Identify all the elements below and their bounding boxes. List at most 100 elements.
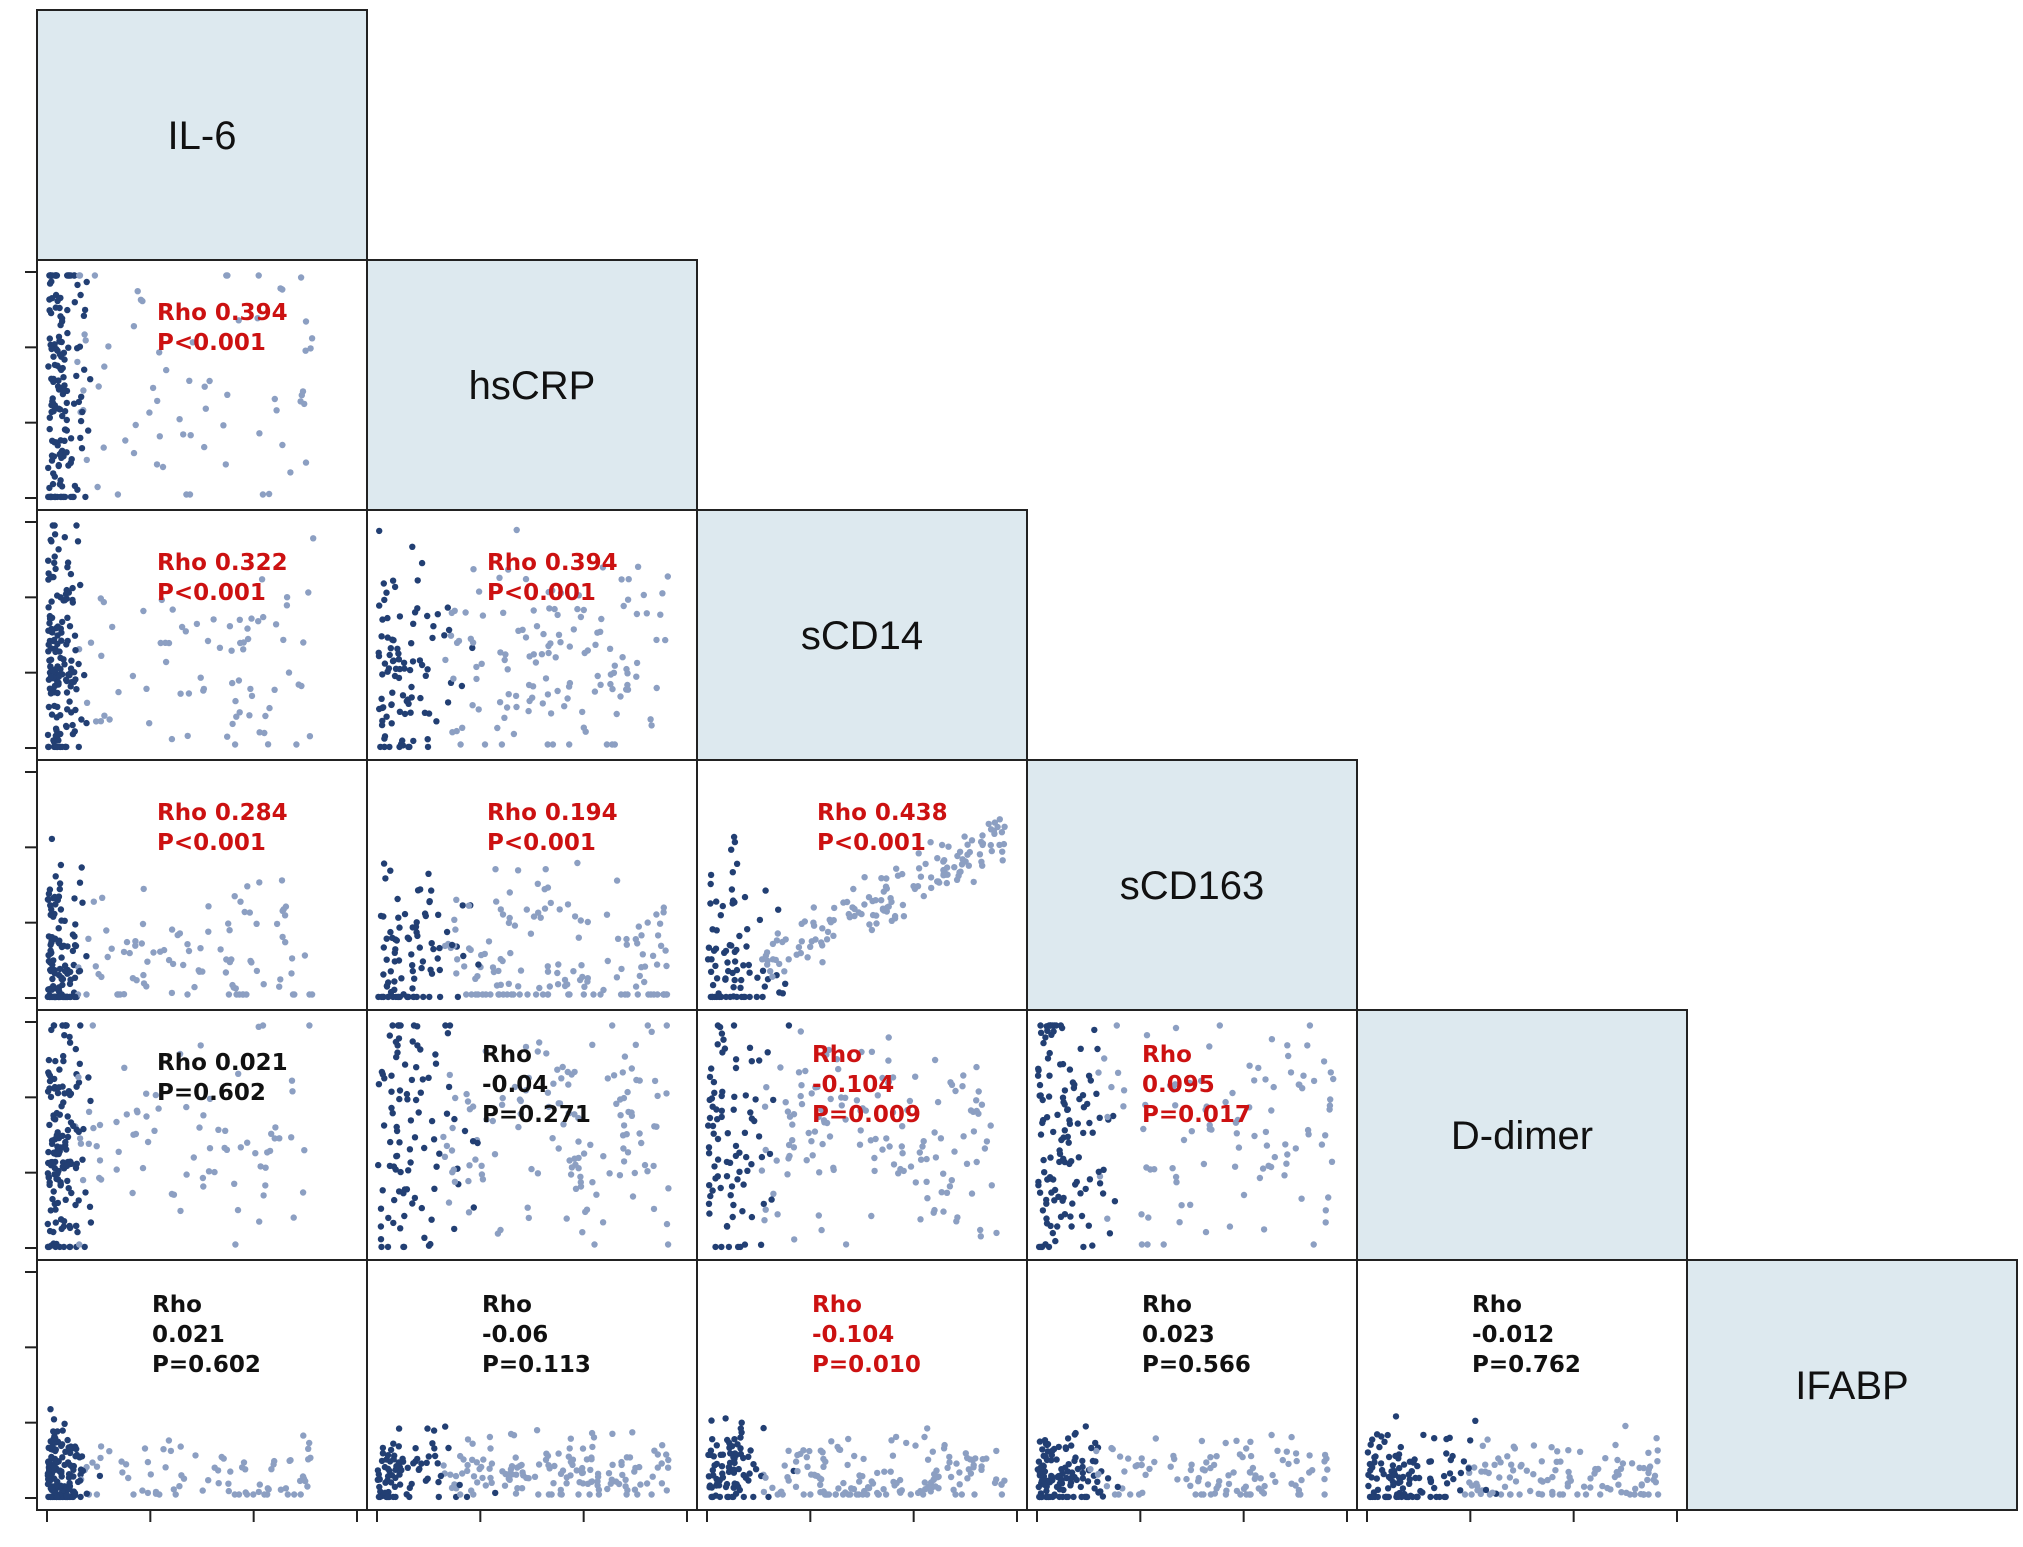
- point-r4-c2-44: [748, 1058, 755, 1065]
- point-r5-c1-161: [464, 1436, 472, 1443]
- point-r5-c1-203: [415, 1466, 422, 1474]
- point-r2-c1-164: [540, 630, 547, 638]
- point-r5-c3-69: [1093, 1447, 1100, 1455]
- point-r4-c3-68: [1144, 1241, 1151, 1248]
- point-r2-c0-222: [52, 648, 59, 656]
- point-r2-c1-75: [470, 566, 477, 573]
- point-r5-c1-190: [579, 1464, 586, 1472]
- point-r1-c0-37: [75, 398, 83, 406]
- point-r3-c1-123: [441, 942, 449, 950]
- point-r2-c0-105: [75, 660, 82, 668]
- point-r4-c1-194: [377, 1236, 385, 1243]
- point-r2-c1-73: [575, 592, 582, 599]
- point-r5-c4-127: [1637, 1490, 1645, 1498]
- point-r5-c0-34: [256, 1481, 263, 1488]
- point-r4-c0-112: [54, 1199, 62, 1207]
- point-r5-c1-115: [595, 1486, 603, 1494]
- point-r3-c1-21: [613, 974, 621, 981]
- point-r4-c3-22: [1328, 1158, 1336, 1166]
- point-r5-c1-216: [395, 1425, 403, 1432]
- point-r4-c0-186: [299, 1189, 307, 1196]
- point-r4-c0-87: [74, 1228, 81, 1236]
- point-r4-c1-4: [663, 1220, 671, 1228]
- point-r5-c1-10: [648, 1491, 655, 1498]
- point-r4-c3-193: [1140, 1125, 1147, 1133]
- point-r4-c2-191: [890, 1161, 898, 1168]
- point-r3-c2-65: [917, 873, 925, 880]
- point-r3-c0-187: [244, 883, 251, 890]
- point-r1-c0-211: [57, 437, 64, 444]
- point-r5-c3-202: [1274, 1447, 1281, 1455]
- point-r2-c0-64: [52, 565, 59, 573]
- point-r5-c4-71: [1479, 1442, 1487, 1450]
- point-r3-c1-126: [544, 884, 552, 891]
- point-r4-c1-213: [400, 1243, 407, 1251]
- point-r4-c0-161: [66, 1039, 74, 1046]
- point-r5-c2-139: [803, 1454, 810, 1461]
- point-r2-c0-87: [140, 607, 147, 615]
- point-r4-c3-42: [1216, 1022, 1224, 1029]
- point-r4-c2-68: [717, 1184, 724, 1192]
- point-r5-c3-179: [1292, 1450, 1300, 1457]
- point-r1-c0-68: [79, 408, 86, 416]
- point-r5-c1-177: [470, 1491, 477, 1498]
- point-r4-c2-76: [766, 1150, 774, 1158]
- point-r5-c4-76: [1390, 1481, 1397, 1489]
- point-r3-c1-128: [408, 951, 415, 958]
- point-r2-c0-26: [236, 709, 243, 716]
- point-r3-c0-228: [256, 879, 263, 886]
- point-r2-c0-183: [49, 667, 57, 675]
- point-r4-c1-199: [417, 1089, 424, 1096]
- point-r5-c3-63: [1283, 1448, 1291, 1455]
- point-r5-c1-179: [542, 1456, 550, 1464]
- point-r3-c2-39: [893, 865, 900, 872]
- point-r2-c1-190: [623, 665, 630, 673]
- point-r2-c0-214: [109, 623, 116, 631]
- point-r4-c3-228: [1310, 1241, 1317, 1248]
- point-r3-c0-152: [241, 908, 248, 916]
- point-r5-c1-122: [374, 1467, 382, 1474]
- point-r5-c4-148: [1576, 1448, 1584, 1456]
- point-r3-c2-223: [733, 946, 740, 954]
- point-r5-c1-121: [535, 1491, 542, 1498]
- point-r4-c2-113: [872, 1135, 879, 1143]
- point-r1-c0-192: [206, 377, 213, 385]
- point-r5-c2-106: [725, 1468, 733, 1476]
- point-r4-c3-149: [1080, 1129, 1087, 1137]
- point-r3-c2-67: [915, 865, 923, 872]
- point-r3-c0-114: [279, 907, 286, 915]
- point-r4-c1-85: [392, 1038, 400, 1046]
- point-r3-c2-35: [781, 968, 788, 975]
- point-r3-c1-165: [564, 981, 571, 988]
- point-r5-c4-24: [1654, 1491, 1662, 1498]
- point-r4-c1-15: [554, 1066, 561, 1073]
- point-r4-c0-43: [235, 1070, 242, 1078]
- point-r5-c0-173: [47, 1493, 55, 1501]
- point-r5-c1-224: [505, 1475, 512, 1482]
- point-r4-c0-183: [272, 1124, 279, 1131]
- point-r3-c2-99: [704, 956, 712, 963]
- point-r4-c2-95: [973, 1158, 980, 1166]
- point-r3-c1-160: [508, 991, 515, 998]
- point-r4-c0-202: [60, 1218, 68, 1225]
- point-r3-c0-83: [103, 927, 110, 934]
- point-r5-c2-119: [819, 1449, 826, 1456]
- point-r1-c0-141: [202, 405, 209, 412]
- point-r5-c0-56: [192, 1452, 199, 1459]
- point-r3-c1-129: [420, 993, 427, 1001]
- point-r4-c2-158: [720, 1036, 727, 1043]
- point-r5-c2-189: [800, 1491, 807, 1498]
- point-r2-c1-171: [525, 707, 532, 715]
- point-r2-c1-72: [444, 699, 452, 706]
- point-r5-c4-203: [1392, 1413, 1400, 1420]
- point-r5-c2-177: [962, 1450, 969, 1457]
- point-r4-c2-75: [970, 1128, 978, 1135]
- point-r5-c2-55: [921, 1479, 928, 1486]
- point-r5-c2-61: [794, 1468, 801, 1475]
- point-r4-c1-105: [408, 1076, 416, 1084]
- point-r5-c1-194: [410, 1460, 417, 1467]
- point-r4-c0-61: [276, 1135, 283, 1142]
- point-r5-c4-185: [1431, 1435, 1438, 1442]
- point-r2-c1-211: [379, 671, 386, 678]
- point-r2-c1-193: [496, 574, 503, 581]
